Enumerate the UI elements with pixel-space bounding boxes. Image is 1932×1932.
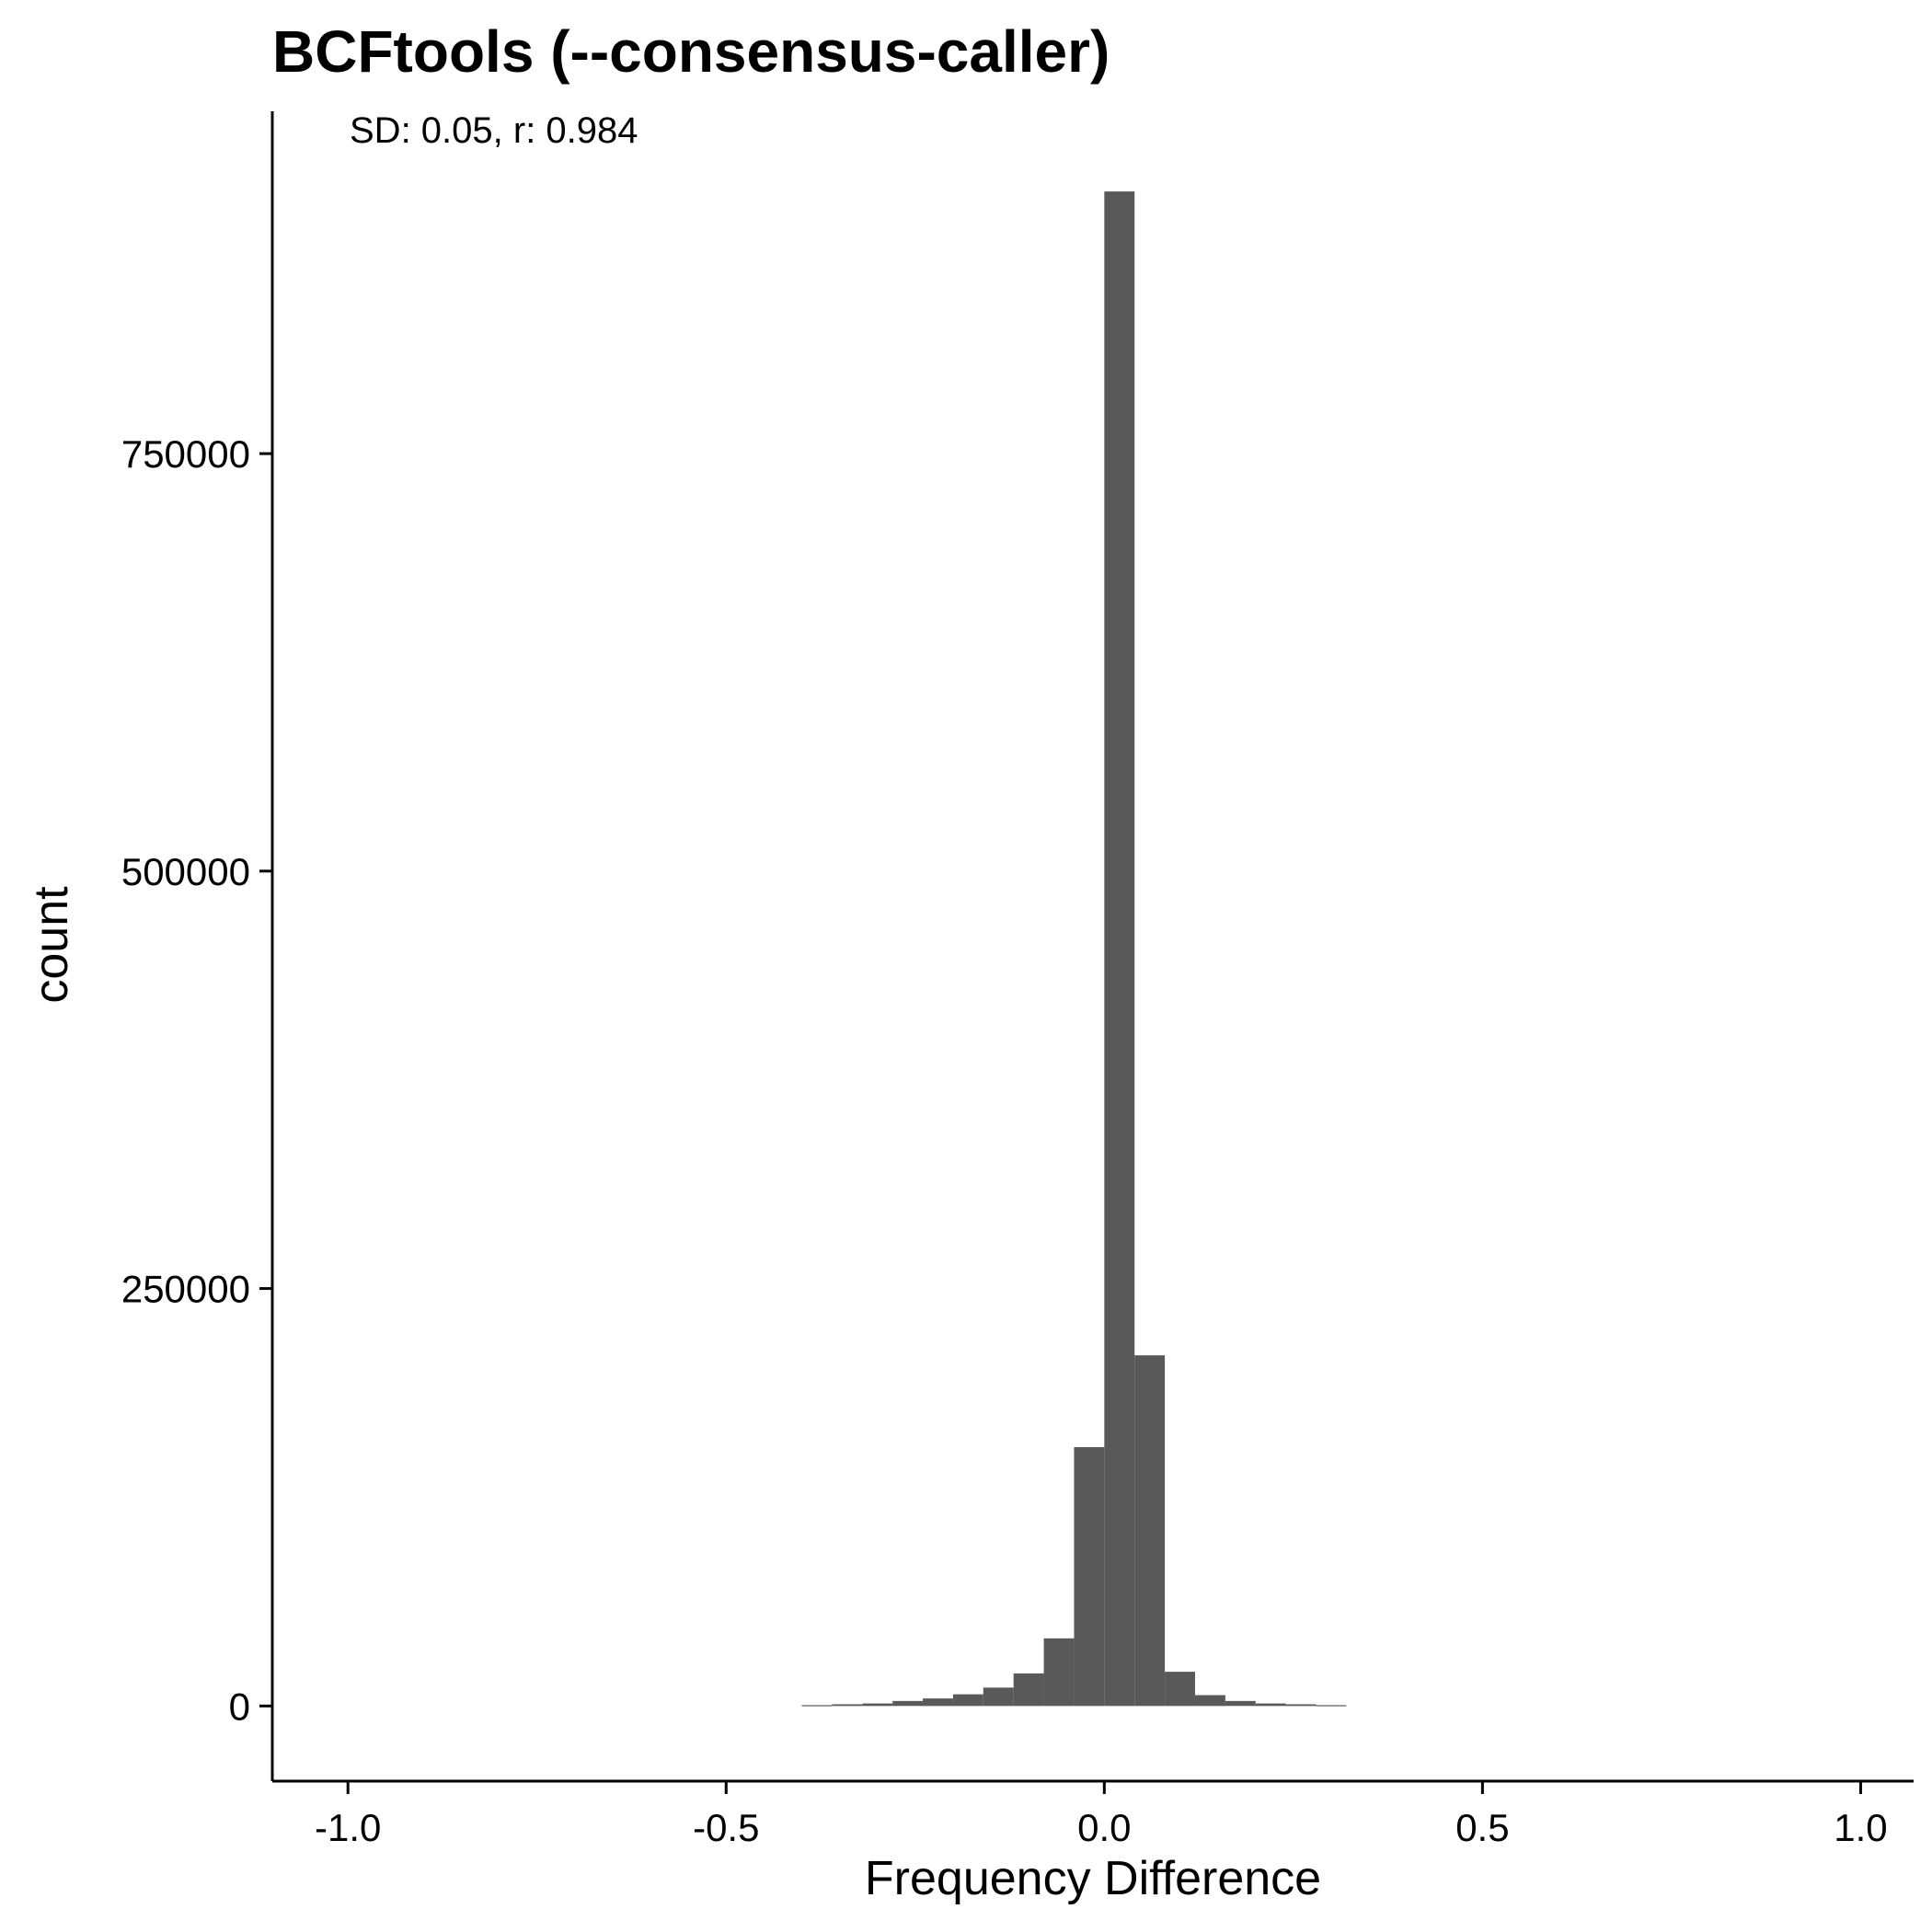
histogram-bar (983, 1687, 1014, 1707)
x-tick-label: -0.5 (693, 1806, 759, 1849)
histogram-bar (801, 1705, 833, 1707)
histogram-bar (1194, 1695, 1225, 1707)
y-axis-title: count (25, 886, 78, 1004)
y-tick-label: 250000 (121, 1268, 250, 1311)
y-tick-label: 500000 (121, 850, 250, 893)
histogram-bar (832, 1704, 863, 1707)
y-tick-label: 750000 (121, 432, 250, 476)
histogram-bar (1043, 1638, 1075, 1707)
histogram-bar (1255, 1703, 1286, 1707)
histogram-bar (1165, 1672, 1195, 1707)
histogram-bar (1104, 191, 1135, 1707)
histogram-bar (892, 1700, 924, 1707)
histogram-bar (1285, 1704, 1317, 1707)
histogram-bar (1013, 1673, 1044, 1707)
x-tick-label: 0.0 (1077, 1806, 1131, 1849)
x-axis-title: Frequency Difference (865, 1852, 1321, 1905)
x-tick-label: 0.5 (1455, 1806, 1509, 1849)
x-tick-label: 1.0 (1834, 1806, 1887, 1849)
histogram-bar (1225, 1700, 1256, 1707)
histogram-bar (952, 1694, 983, 1707)
histogram-bars (801, 191, 1347, 1707)
histogram-bar (1074, 1447, 1105, 1707)
axes: 0 250000 500000 750000 -1.0 -0.5 0.0 0.5 1.0 (121, 111, 1914, 1849)
stats-annotation: SD: 0.05, r: 0.984 (350, 110, 638, 151)
y-ticks: 0 250000 500000 750000 (121, 432, 272, 1728)
y-tick-label: 0 (229, 1685, 250, 1728)
histogram-bar (862, 1703, 893, 1707)
x-ticks: -1.0 -0.5 0.0 0.5 1.0 (315, 1781, 1888, 1849)
chart-title: BCFtools (--consensus-caller) (272, 18, 1110, 85)
histogram-bar (1134, 1355, 1166, 1707)
histogram-bar (923, 1698, 953, 1707)
histogram-bar (1316, 1705, 1347, 1707)
x-tick-label: -1.0 (315, 1806, 381, 1849)
